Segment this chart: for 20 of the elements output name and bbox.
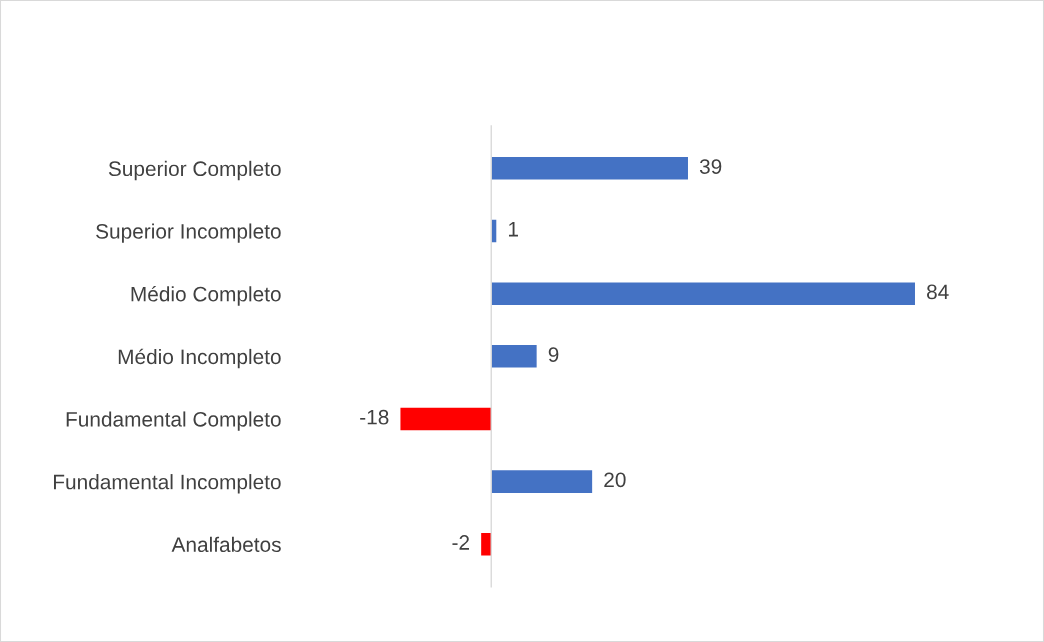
bar (400, 407, 492, 431)
data-label: 1 (508, 222, 518, 237)
y-tick-label: Analfabetos (171, 536, 281, 553)
data-label: 20 (604, 472, 626, 488)
bar (491, 157, 688, 180)
data-label: 9 (548, 347, 559, 362)
bar (491, 282, 915, 305)
y-tick-label: Médio Incompleto (118, 348, 281, 369)
data-label: -2 (452, 535, 470, 550)
y-tick-label: Superior Incompleto (96, 223, 281, 243)
data-label: -18 (360, 409, 389, 425)
y-tick-label: Médio Completo (131, 285, 281, 306)
y-tick-label: Fundamental Completo (66, 411, 281, 431)
bar (481, 533, 492, 556)
data-label: 84 (927, 284, 949, 300)
bar (491, 345, 537, 368)
y-tick-label: Superior Completo (108, 160, 281, 181)
bar (491, 470, 593, 493)
y-tick-label: Fundamental Incompleto (54, 474, 281, 494)
data-label: 39 (699, 159, 722, 174)
